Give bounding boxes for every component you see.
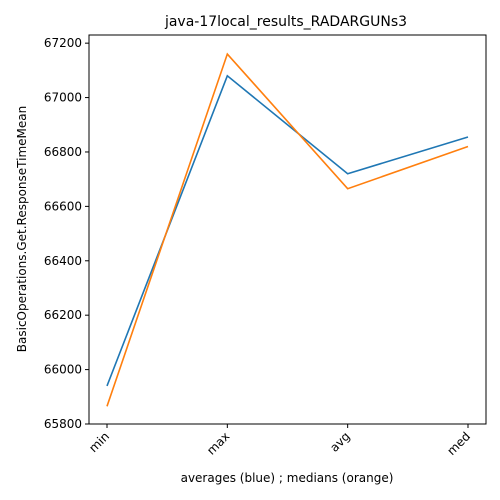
y-tick-label: 67000 [44,91,82,105]
plot-frame [88,34,487,425]
series-layer [106,52,469,407]
chart-title: java-17local_results_RADARGUNs3 [164,14,407,30]
x-tick-label-min: min [86,429,112,455]
y-axis: 65800 66000 66200 66400 66600 66800 67000 67200 [44,36,89,431]
y-tick-label: 66800 [44,145,82,159]
series-line-medians [106,52,469,407]
y-axis-label: BasicOperations.Get.ResponseTimeMean [15,106,29,352]
x-tick-label-med: med [444,429,473,458]
x-tick-label-max: max [204,429,232,457]
y-tick-label: 65800 [44,417,82,431]
y-tick-label: 66400 [44,254,82,268]
y-tick-label: 67200 [44,36,82,50]
x-axis: min max avg med [86,424,473,458]
x-tick-label-avg: avg [327,429,353,455]
y-tick-label: 66200 [44,308,82,322]
y-tick-label: 66600 [44,199,82,213]
x-axis-label: averages (blue) ; medians (orange) [181,471,394,485]
y-tick-label: 66000 [44,363,82,377]
